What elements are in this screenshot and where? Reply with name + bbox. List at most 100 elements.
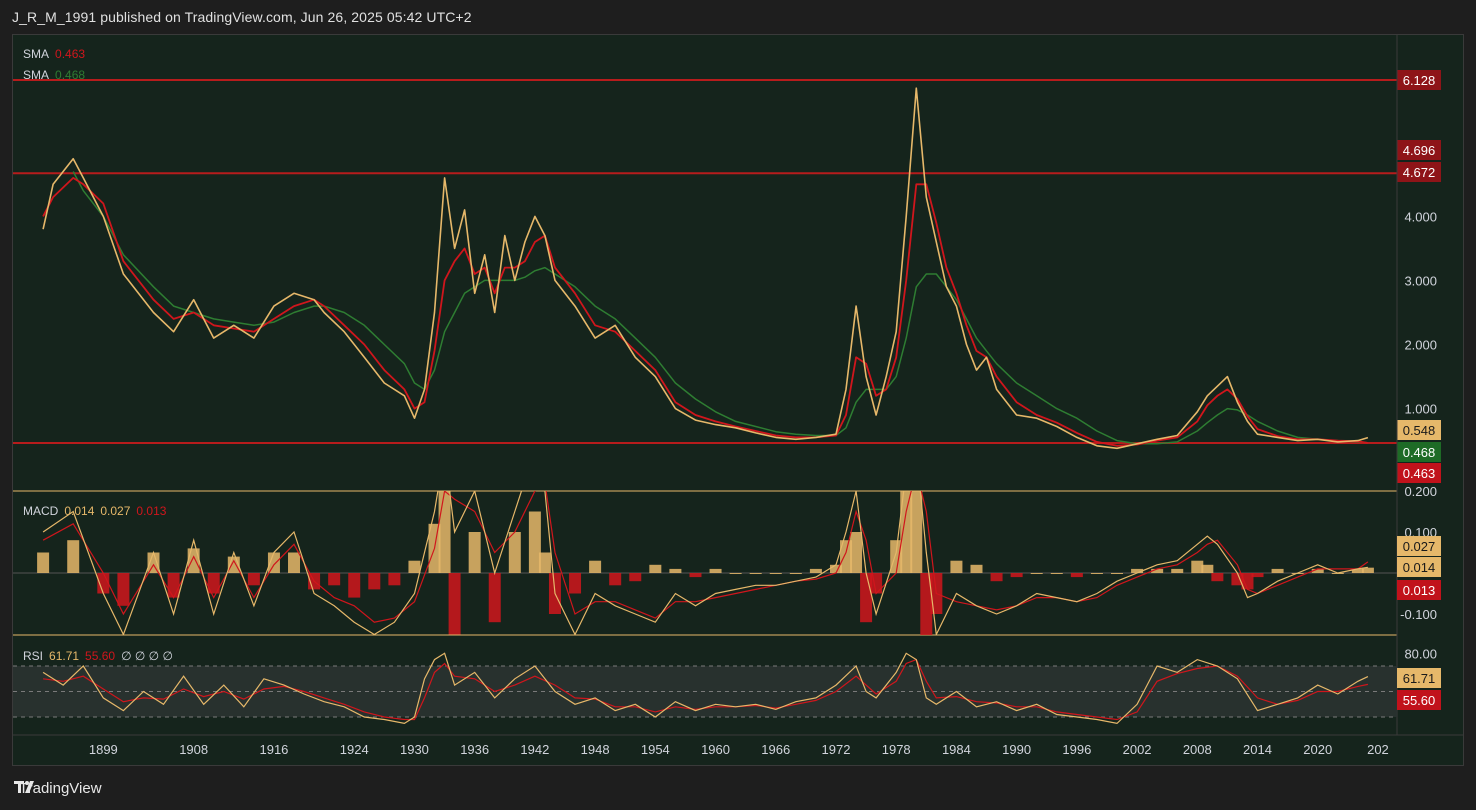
macd-hist-bar [649, 564, 662, 573]
rsi-badge: 61.71 [1397, 668, 1441, 688]
macd-hist-bar [1351, 568, 1364, 573]
price-badge-bg [1397, 70, 1441, 90]
chart-svg[interactable]: 1.000 2.000 3.000 4.000 6.128 4.696 4.672 0.548… [13, 35, 1464, 766]
price-badge-bg [1397, 463, 1441, 483]
macd-group [13, 491, 1397, 635]
rsi-label: RSI [23, 649, 44, 663]
sma-legend-1[interactable]: SMA 0.463 [23, 47, 91, 61]
rsi-legend[interactable]: RSI 61.71 55.60 ∅ ∅ ∅ ∅ [23, 649, 179, 663]
x-tick-label: 2008 [1183, 742, 1212, 757]
rsi-null-values: ∅ ∅ ∅ ∅ [121, 649, 173, 663]
macd-hist-bar [709, 568, 722, 573]
price-badge: 0.548 [1397, 420, 1441, 440]
macd-hist-bar [147, 552, 160, 573]
macd-hist-bar [729, 573, 742, 574]
macd-badge: 0.027 [1397, 536, 1441, 556]
macd-badge: 0.013 [1397, 580, 1441, 600]
macd-hist-bar [890, 540, 903, 573]
rsi-line [42, 652, 1369, 725]
macd-hist-bar [1010, 573, 1023, 578]
macd-hist-bar [388, 573, 401, 586]
x-tick-label: 1948 [581, 742, 610, 757]
macd-hist-bar [1241, 573, 1254, 590]
macd-hist-bar [508, 532, 521, 573]
macd-hist-bar [1201, 564, 1214, 573]
macd-hist-bar [1131, 568, 1144, 573]
price-badge-text: 0.548 [1403, 423, 1436, 438]
macd-hist-bar [749, 573, 762, 574]
macd-hist-bar [970, 564, 983, 573]
rsi-ma-line [43, 658, 1369, 721]
price-badge-bg [1397, 420, 1441, 440]
sma2-value: 0.468 [55, 68, 86, 82]
macd-badge-text: 0.027 [1403, 539, 1436, 554]
price-badge-text: 4.696 [1403, 143, 1436, 158]
price-y-tick: 2.000 [1404, 338, 1437, 353]
macd-hist-bar [448, 573, 461, 635]
macd-hist-bar [1090, 573, 1103, 574]
macd-hist-bar [1361, 567, 1374, 573]
price-badge: 0.463 [1397, 463, 1441, 483]
macd-hist-bar [910, 491, 923, 573]
rsi-badge-bg [1397, 668, 1441, 688]
price-badge-bg [1397, 140, 1441, 160]
macd-hist-bar [438, 491, 451, 573]
macd-value-2: 0.027 [100, 504, 131, 518]
macd-hist-bar [840, 540, 853, 573]
price-y-tick: 1.000 [1404, 402, 1437, 417]
price-y-tick: 3.000 [1404, 273, 1437, 288]
price-badge-bg [1397, 162, 1441, 182]
rsi-badge-text: 55.60 [1403, 693, 1436, 708]
macd-badge-text: 0.013 [1403, 583, 1436, 598]
macd-hist-bar [769, 573, 782, 574]
rsi-badge-bg [1397, 690, 1441, 710]
macd-hist-bar [589, 560, 602, 573]
x-tick-label: 1960 [701, 742, 730, 757]
macd-hist-bar [538, 552, 551, 573]
sma1-label: SMA [23, 47, 50, 61]
price-badge-bg [1397, 442, 1441, 462]
macd-hist-bar [609, 573, 622, 586]
tradingview-logo[interactable]: TradingView [14, 780, 102, 797]
price-badge-text: 4.672 [1403, 165, 1436, 180]
macd-hist-bar [920, 573, 933, 635]
x-tick-label: 2014 [1243, 742, 1272, 757]
price-badge-text: 6.128 [1403, 73, 1436, 88]
chart-area[interactable]: 1.000 2.000 3.000 4.000 6.128 4.696 4.672 0.548… [12, 34, 1464, 766]
rsi-y-tick: 80.00 [1404, 646, 1437, 661]
tradingview-brand: TradingView [19, 780, 102, 797]
macd-hist-bar [1171, 568, 1184, 573]
macd-hist-bar [1231, 573, 1244, 586]
macd-hist-bar [1070, 573, 1083, 578]
macd-hist-bar [1191, 560, 1204, 573]
macd-hist-bar [850, 532, 863, 573]
macd-hist-bar [569, 573, 582, 594]
price-y-tick: 4.000 [1404, 209, 1437, 224]
macd-hist-bar [408, 560, 421, 573]
macd-legend[interactable]: MACD 0.014 0.027 0.013 [23, 504, 172, 518]
macd-badge-bg [1397, 557, 1441, 577]
x-tick-label: 1972 [822, 742, 851, 757]
macd-value-3: 0.013 [136, 504, 167, 518]
macd-hist-bar [950, 560, 963, 573]
macd-hist-bar [1050, 573, 1063, 574]
price-badge: 0.468 [1397, 442, 1441, 462]
macd-hist-bar [187, 548, 200, 573]
macd-badge-bg [1397, 580, 1441, 600]
macd-hist-bar [368, 573, 381, 590]
macd-hist-bar [1251, 573, 1264, 578]
macd-badge-bg [1397, 536, 1441, 556]
macd-hist-bar [267, 552, 280, 573]
macd-hist-bar [247, 573, 260, 586]
sma1-value: 0.463 [55, 47, 86, 61]
price-line [42, 87, 1369, 450]
macd-hist-bar [990, 573, 1003, 582]
x-tick-label: 1996 [1062, 742, 1091, 757]
macd-hist-bar [789, 573, 802, 574]
sma-legend-2[interactable]: SMA 0.468 [23, 68, 91, 82]
price-badge: 4.696 [1397, 140, 1441, 160]
macd-value-1: 0.014 [64, 504, 95, 518]
macd-hist-bar [468, 532, 481, 573]
x-tick-label: 1990 [1002, 742, 1031, 757]
x-tick-label: 1954 [641, 742, 670, 757]
